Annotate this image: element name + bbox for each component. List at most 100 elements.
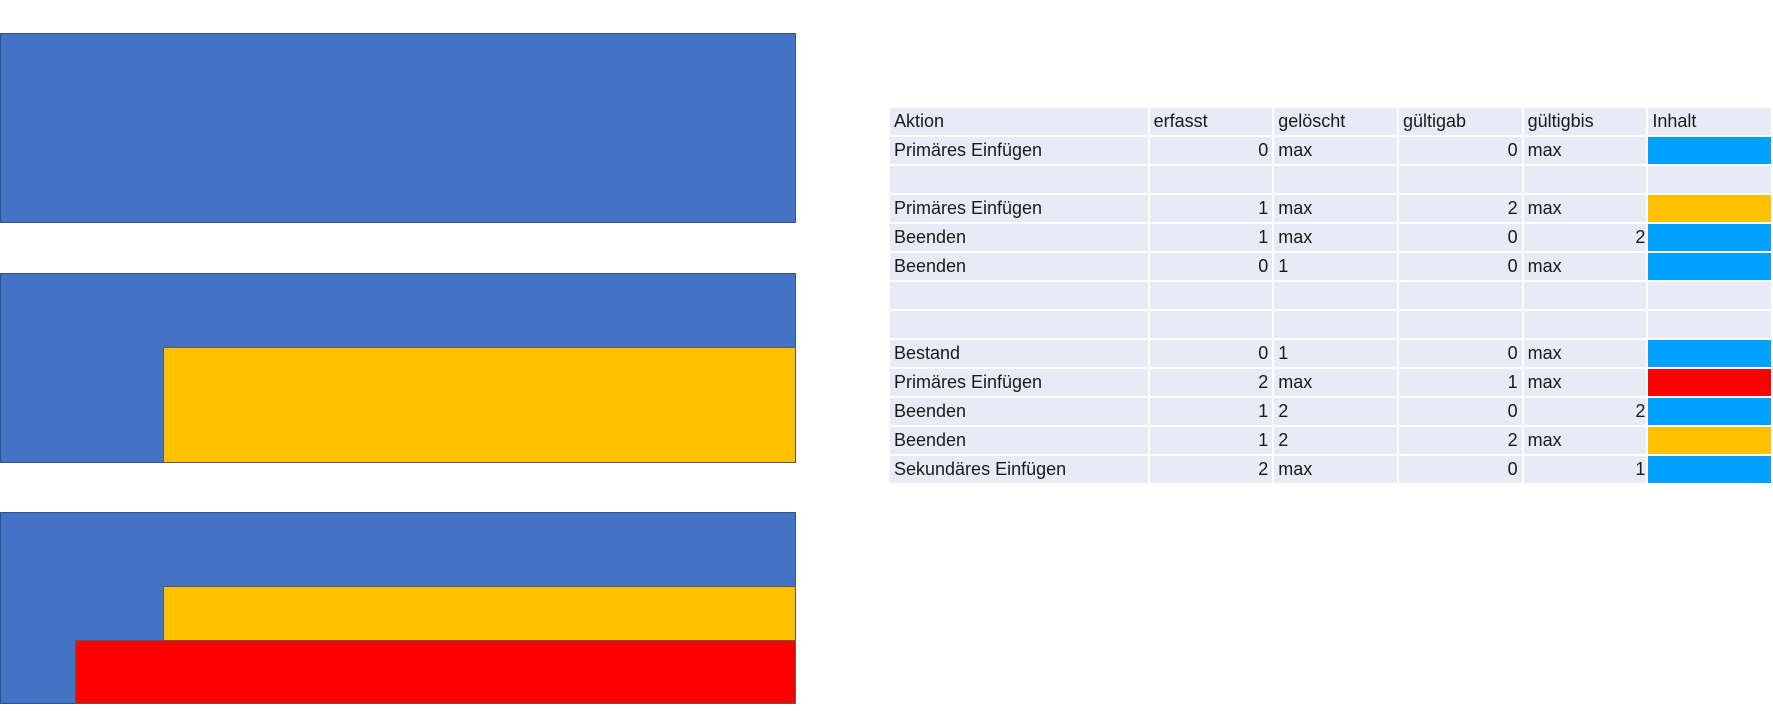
inhalt-fill <box>1648 398 1771 425</box>
table-row: Beenden 0 1 0 max <box>890 253 1771 280</box>
cell-geloescht: 2 <box>1274 398 1397 425</box>
diagram-3-red-block <box>75 640 796 704</box>
cell-geloescht: max <box>1274 369 1397 396</box>
cell-geloescht: 2 <box>1274 427 1397 454</box>
cell-gueltigab: 2 <box>1398 427 1522 454</box>
cell-gueltigbis <box>1523 166 1647 193</box>
cell-gueltigbis: max <box>1523 340 1647 367</box>
cell-aktion <box>890 282 1148 309</box>
cell-inhalt-num <box>1648 253 1771 280</box>
cell-gueltigab: 1 <box>1398 369 1522 396</box>
cell-gueltigab <box>1398 166 1522 193</box>
header-gueltigbis: gültigbis <box>1523 108 1647 135</box>
cell-inhalt-num <box>1648 137 1771 164</box>
cell-erfasst: 1 <box>1149 195 1273 222</box>
inhalt-number <box>1645 166 1648 193</box>
cell-inhalt-num <box>1648 340 1771 367</box>
cell-erfasst: 1 <box>1149 398 1273 425</box>
table-header-row: Aktion erfasst gelöscht gültigab gültigb… <box>890 108 1771 135</box>
cell-aktion: Beenden <box>890 427 1148 454</box>
cell-gueltigbis: max <box>1523 369 1647 396</box>
cell-inhalt-num: 1 <box>1635 456 1771 483</box>
layer-diagram <box>0 0 800 711</box>
inhalt-number <box>1645 340 1648 367</box>
cell-geloescht: max <box>1274 224 1397 251</box>
cell-gueltigbis: max <box>1523 195 1647 222</box>
cell-inhalt-num: 2 <box>1635 398 1771 425</box>
cell-erfasst <box>1149 282 1273 309</box>
inhalt-fill <box>1648 340 1771 367</box>
cell-erfasst: 2 <box>1149 369 1273 396</box>
table-row: Primäres Einfügen 0 max 0 max <box>890 137 1771 164</box>
cell-aktion: Primäres Einfügen <box>890 137 1148 164</box>
table-row: Primäres Einfügen 1 max 2 max <box>890 195 1771 222</box>
cell-erfasst <box>1149 311 1273 338</box>
inhalt-number <box>1645 311 1648 338</box>
cell-aktion: Primäres Einfügen <box>890 195 1148 222</box>
cell-gueltigab <box>1398 311 1522 338</box>
cell-geloescht: max <box>1274 195 1397 222</box>
table-body: Aktion erfasst gelöscht gültigab gültigb… <box>890 108 1771 483</box>
table-row <box>890 282 1771 309</box>
inhalt-number <box>1645 369 1648 396</box>
cell-geloescht: 1 <box>1274 340 1397 367</box>
inhalt-number <box>1645 253 1648 280</box>
inhalt-number <box>1645 427 1648 454</box>
cell-erfasst: 2 <box>1149 456 1273 483</box>
cell-erfasst: 1 <box>1149 427 1273 454</box>
cell-gueltigab: 0 <box>1398 398 1522 425</box>
header-aktion: Aktion <box>890 108 1148 135</box>
inhalt-fill <box>1648 456 1771 483</box>
cell-aktion: Sekundäres Einfügen <box>890 456 1148 483</box>
cell-gueltigab: 0 <box>1398 253 1522 280</box>
table-row: Beenden 1 2 0 2 <box>890 398 1771 425</box>
cell-aktion: Beenden <box>890 253 1148 280</box>
cell-gueltigbis <box>1523 398 1647 425</box>
inhalt-fill <box>1648 166 1771 193</box>
cell-inhalt-num <box>1648 427 1771 454</box>
cell-geloescht <box>1274 311 1397 338</box>
table-row: Sekundäres Einfügen 2 max 0 1 <box>890 456 1771 483</box>
table-row: Beenden 1 max 0 2 <box>890 224 1771 251</box>
cell-erfasst: 1 <box>1149 224 1273 251</box>
inhalt-number: 2 <box>1635 227 1646 247</box>
inhalt-fill <box>1648 224 1771 251</box>
inhalt-number: 1 <box>1635 459 1646 479</box>
cell-inhalt-num <box>1648 282 1771 309</box>
cell-erfasst <box>1149 166 1273 193</box>
cell-geloescht <box>1274 282 1397 309</box>
cell-gueltigbis <box>1523 282 1647 309</box>
inhalt-number <box>1645 195 1648 222</box>
cell-aktion <box>890 166 1148 193</box>
cell-inhalt-num <box>1648 369 1771 396</box>
cell-erfasst: 0 <box>1149 253 1273 280</box>
cell-gueltigab: 0 <box>1398 340 1522 367</box>
cell-geloescht <box>1274 166 1397 193</box>
cell-geloescht: max <box>1274 137 1397 164</box>
cell-geloescht: max <box>1274 456 1397 483</box>
cell-gueltigbis: max <box>1523 253 1647 280</box>
header-geloescht: gelöscht <box>1274 108 1397 135</box>
diagram-2-yellow-block <box>163 347 796 463</box>
cell-inhalt-num: 2 <box>1635 224 1771 251</box>
cell-gueltigab: 0 <box>1398 224 1522 251</box>
cell-gueltigab: 0 <box>1398 137 1522 164</box>
cell-erfasst: 0 <box>1149 340 1273 367</box>
cell-gueltigbis <box>1523 456 1647 483</box>
cell-aktion: Beenden <box>890 398 1148 425</box>
cell-erfasst: 0 <box>1149 137 1273 164</box>
cell-inhalt-num <box>1648 166 1771 193</box>
table-row: Primäres Einfügen 2 max 1 max <box>890 369 1771 396</box>
cell-aktion: Primäres Einfügen <box>890 369 1148 396</box>
cell-aktion <box>890 311 1148 338</box>
cell-aktion: Beenden <box>890 224 1148 251</box>
data-table: Aktion erfasst gelöscht gültigab gültigb… <box>888 106 1773 485</box>
header-inhalt: Inhalt <box>1648 108 1771 135</box>
cell-gueltigab: 0 <box>1398 456 1522 483</box>
diagram-1-blue-block <box>0 33 796 223</box>
cell-gueltigbis <box>1523 311 1647 338</box>
cell-aktion: Bestand <box>890 340 1148 367</box>
table-row: Bestand 0 1 0 max <box>890 340 1771 367</box>
cell-gueltigab <box>1398 282 1522 309</box>
inhalt-fill <box>1648 137 1771 164</box>
